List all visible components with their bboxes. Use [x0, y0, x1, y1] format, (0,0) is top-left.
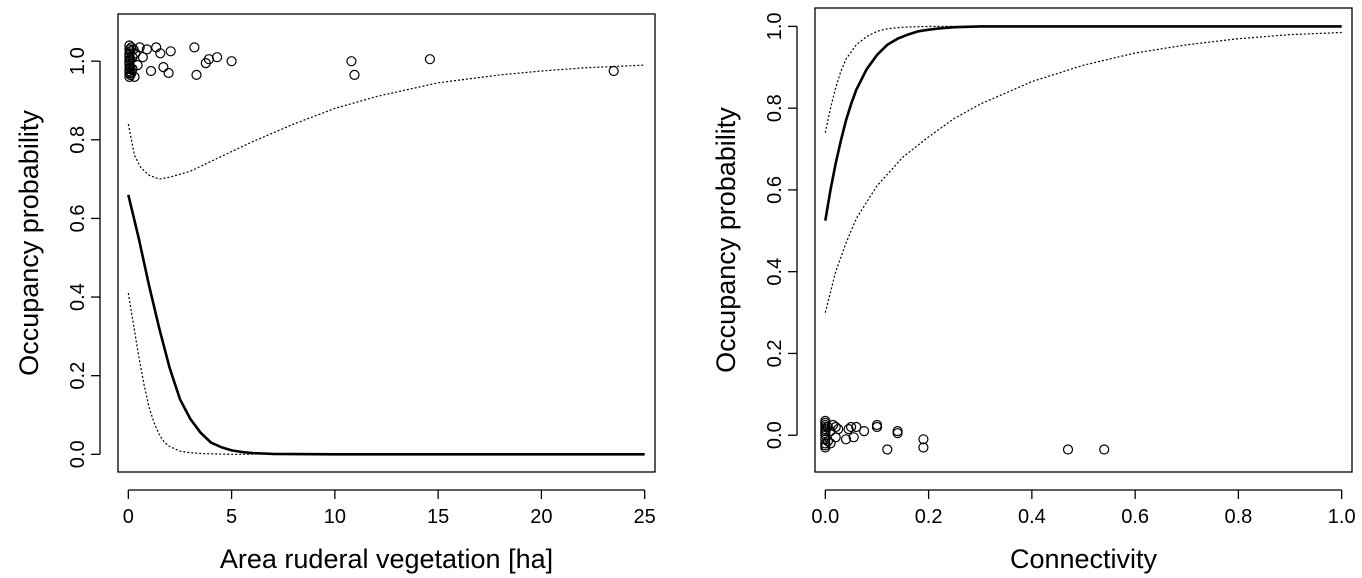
y-tick-label: 0.6 — [67, 205, 89, 233]
data-point — [226, 56, 237, 67]
y-tick-label: 0.4 — [764, 258, 786, 286]
data-point — [346, 56, 357, 67]
data-point — [830, 421, 841, 433]
y-axis-title: Occupancy probability — [711, 107, 741, 373]
data-point — [124, 65, 135, 77]
data-point — [125, 54, 136, 65]
data-point — [825, 438, 836, 449]
data-point — [145, 65, 157, 77]
data-point — [820, 424, 831, 435]
data-point — [848, 432, 859, 443]
x-tick-label: 20 — [530, 506, 552, 528]
data-point — [882, 444, 893, 455]
y-tick-label: 0.8 — [67, 126, 89, 154]
x-axis-title: Connectivity — [1010, 544, 1158, 574]
x-tick-label: 15 — [427, 506, 449, 528]
data-point — [892, 426, 903, 437]
x-tick-label: 0.0 — [811, 506, 839, 528]
y-tick-label: 1.0 — [764, 12, 786, 40]
data-point — [134, 42, 145, 53]
x-tick-label: 0 — [123, 506, 134, 528]
data-point — [820, 419, 831, 431]
y-tick-label: 0.6 — [764, 176, 786, 204]
data-point — [843, 424, 854, 435]
data-point — [129, 71, 140, 83]
data-point — [1099, 444, 1110, 455]
y-tick-label: 0.2 — [764, 340, 786, 368]
confidence-band-line — [127, 64, 645, 180]
data-point — [833, 424, 844, 435]
data-point — [918, 442, 929, 453]
data-point — [424, 54, 435, 65]
fitted-curve — [824, 25, 1342, 221]
data-point — [892, 428, 903, 439]
data-point — [158, 61, 169, 73]
data-point — [191, 69, 202, 81]
y-axis-title: Occupancy probability — [14, 110, 44, 376]
y-tick-label: 0.8 — [764, 94, 786, 122]
x-tick-label: 0.2 — [915, 506, 943, 528]
y-tick-label: 0.2 — [67, 362, 89, 390]
data-point — [125, 61, 136, 73]
data-point — [918, 434, 929, 445]
data-point — [125, 46, 136, 57]
x-tick-label: 0.8 — [1224, 506, 1252, 528]
x-tick-label: 25 — [634, 506, 656, 528]
x-tick-label: 0.4 — [1018, 506, 1046, 528]
y-tick-label: 1.0 — [67, 47, 89, 75]
plot-frame — [117, 13, 656, 473]
fitted-curve — [127, 194, 645, 456]
chart-panel-2: 0.0 0.2 0.4 0.6 0.8 1.0 0.0 0.2 0.4 0.6 0.8 1.0 Conn… — [711, 7, 1356, 574]
data-point — [132, 59, 143, 71]
x-tick-label: 0.6 — [1121, 506, 1149, 528]
data-point — [189, 42, 200, 53]
data-point — [851, 421, 862, 433]
data-point — [608, 65, 619, 77]
confidence-band-line — [824, 25, 955, 133]
data-point — [858, 426, 870, 437]
data-point — [845, 421, 857, 433]
data-point — [840, 434, 852, 445]
confidence-band-line — [127, 293, 253, 455]
x-tick-label: 1.0 — [1328, 506, 1356, 528]
data-point — [212, 52, 223, 63]
data-point — [871, 421, 883, 433]
data-point — [820, 415, 831, 426]
data-point — [163, 67, 174, 79]
data-point — [165, 46, 176, 57]
y-tick-label: 0.0 — [67, 440, 89, 468]
chart-panel-1: 0 5 10 15 20 25 0.0 0.2 0.4 0.6 0.8 1.0 Area ruderal… — [14, 13, 656, 574]
data-point — [155, 48, 166, 59]
x-tick-label: 10 — [324, 506, 346, 528]
x-tick-label: 5 — [226, 506, 237, 528]
data-point — [871, 419, 883, 431]
data-point — [349, 69, 360, 81]
confidence-band-line — [824, 31, 1342, 313]
data-point — [137, 52, 148, 63]
data-point — [1062, 444, 1074, 455]
y-tick-label: 0.0 — [764, 421, 786, 449]
data-point — [141, 44, 152, 55]
x-axis-title: Area ruderal vegetation [ha] — [220, 544, 553, 574]
data-point — [822, 436, 834, 447]
y-tick-label: 0.4 — [67, 283, 89, 311]
plot-frame — [814, 7, 1353, 473]
